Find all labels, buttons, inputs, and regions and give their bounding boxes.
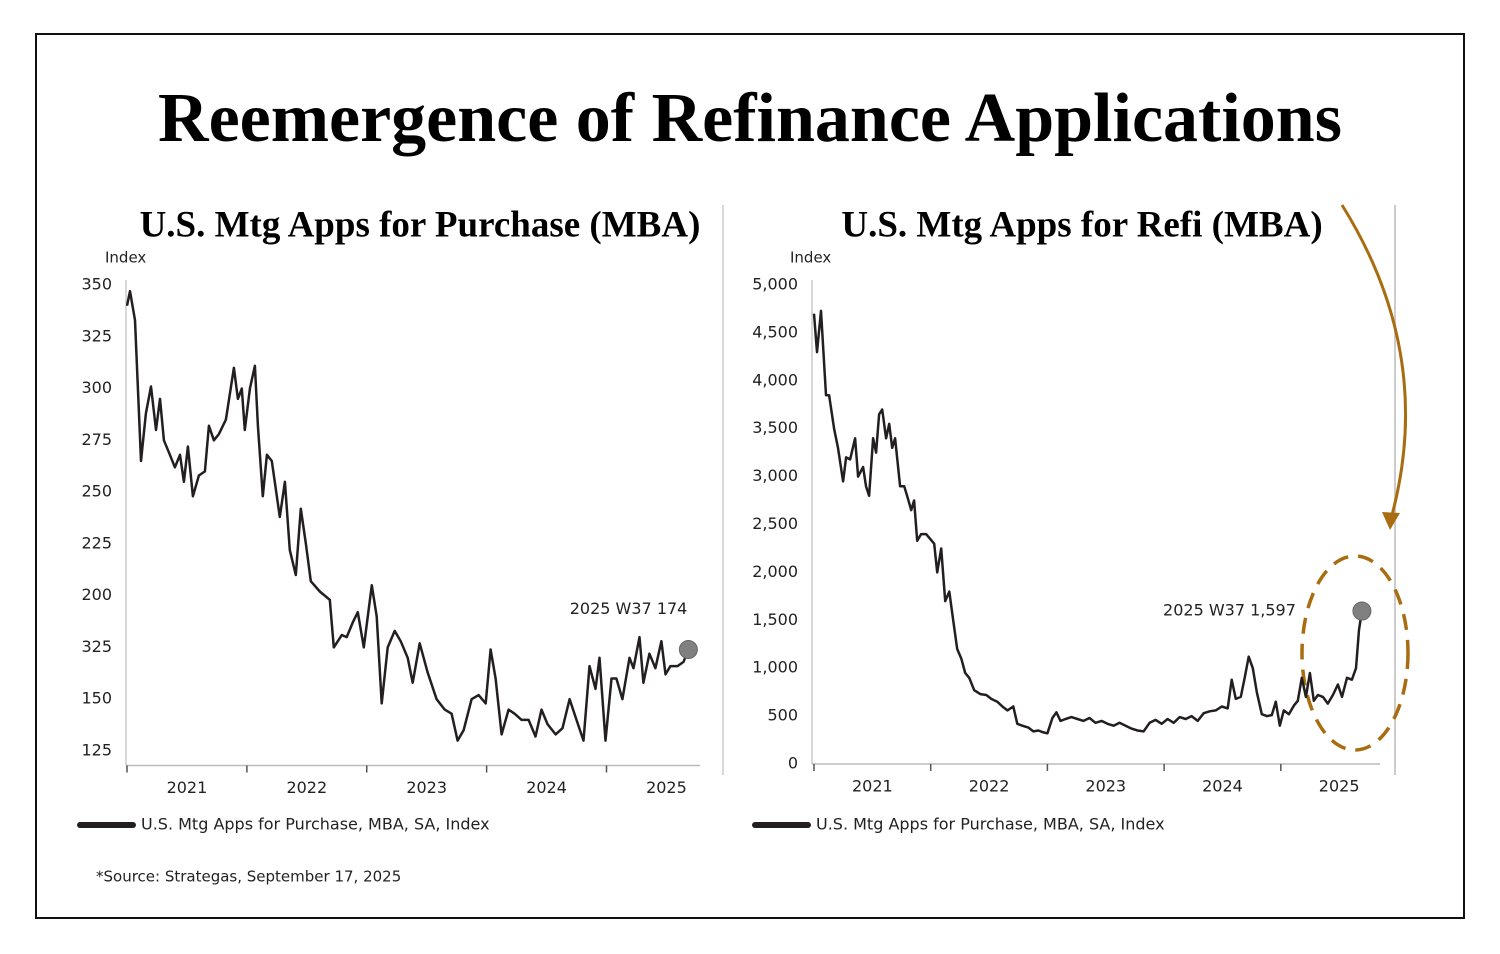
y-tick-label: 4,500 bbox=[752, 322, 798, 341]
y-tick-label: 150 bbox=[81, 689, 112, 708]
y-tick-label: 125 bbox=[81, 741, 112, 760]
y-tick-label: 225 bbox=[81, 533, 112, 552]
source: *Source: Strategas, September 17, 2025 bbox=[96, 868, 401, 886]
frame bbox=[35, 33, 1465, 919]
y-tick-label: 300 bbox=[81, 378, 112, 397]
end-marker bbox=[678, 640, 698, 660]
y-tick-label: 500 bbox=[767, 706, 798, 725]
legend-label: U.S. Mtg Apps for Purchase, MBA, SA, Ind… bbox=[141, 815, 490, 834]
x-tick-label: 2025 bbox=[1319, 777, 1360, 796]
y-tick-label: 250 bbox=[81, 482, 112, 501]
end-marker bbox=[1352, 601, 1372, 621]
arrow bbox=[1340, 204, 1408, 516]
x-tick-label: 2024 bbox=[1202, 777, 1243, 796]
annotation: 2025 W37 1,597 bbox=[1163, 601, 1296, 620]
x-tick-label: 2024 bbox=[526, 778, 567, 797]
y-tick-label: 200 bbox=[81, 585, 112, 604]
chart-title: U.S. Mtg Apps for Refi (MBA) bbox=[841, 204, 1322, 245]
y-tick-label: 325 bbox=[81, 326, 112, 345]
y-tick-label: 0 bbox=[788, 754, 798, 773]
y-tick-label: 350 bbox=[81, 275, 112, 294]
y-tick-label: 3,500 bbox=[752, 418, 798, 437]
x-tick-label: 2021 bbox=[167, 778, 208, 797]
x-tick-label: 2022 bbox=[969, 777, 1010, 796]
x-tick-label: 2025 bbox=[646, 778, 687, 797]
y-tick-label: 1,000 bbox=[752, 658, 798, 677]
x-tick-label: 2023 bbox=[406, 778, 447, 797]
y-tick-label: 2,500 bbox=[752, 514, 798, 533]
data-line bbox=[812, 309, 1364, 735]
x-tick-label: 2022 bbox=[286, 778, 327, 797]
highlight-ellipse bbox=[1300, 554, 1410, 752]
legend-label: U.S. Mtg Apps for Purchase, MBA, SA, Ind… bbox=[816, 815, 1165, 834]
y-tick-label: 5,000 bbox=[752, 275, 798, 294]
y-tick-label: 325 bbox=[81, 637, 112, 656]
y-axis-label: Index bbox=[790, 249, 831, 267]
x-tick-label: 2021 bbox=[852, 777, 893, 796]
y-axis-label: Index bbox=[105, 249, 146, 267]
data-line bbox=[125, 289, 690, 742]
y-tick-label: 4,000 bbox=[752, 370, 798, 389]
page-title: Reemergence of Refinance Applications bbox=[158, 80, 1342, 157]
x-tick-label: 2023 bbox=[1085, 777, 1126, 796]
chart-title: U.S. Mtg Apps for Purchase (MBA) bbox=[140, 204, 701, 245]
y-tick-label: 275 bbox=[81, 430, 112, 449]
y-tick-label: 2,000 bbox=[752, 562, 798, 581]
arrow-head bbox=[1382, 512, 1400, 530]
y-tick-label: 3,000 bbox=[752, 466, 798, 485]
annotation: 2025 W37 174 bbox=[570, 599, 688, 618]
y-tick-label: 1,500 bbox=[752, 610, 798, 629]
